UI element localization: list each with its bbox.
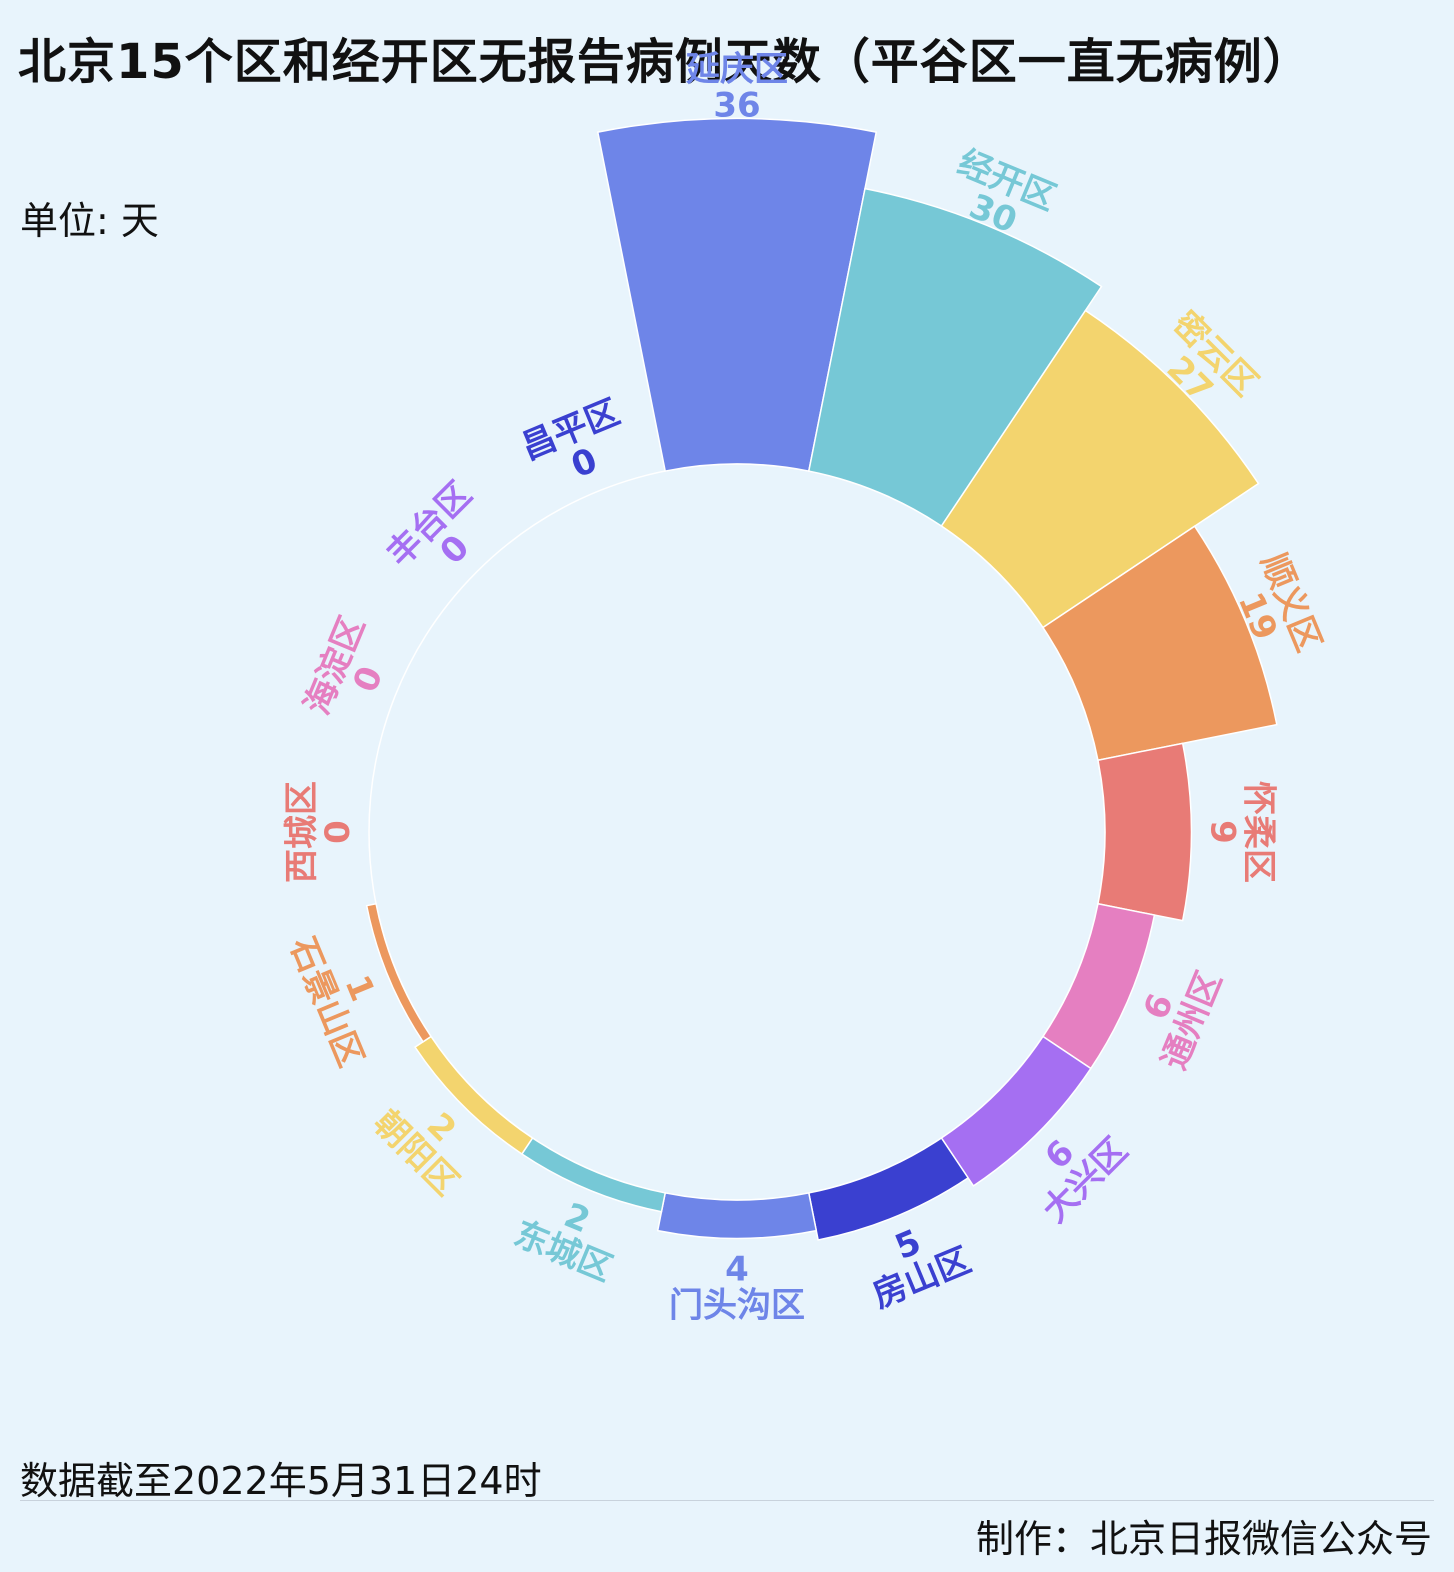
value-label: 0 — [566, 440, 603, 486]
bar-房山区 — [807, 1136, 970, 1241]
value-label: 0 — [318, 820, 358, 844]
credit-text: 制作：北京日报微信公众号 — [975, 1517, 1432, 1561]
bar-顺义区 — [1041, 525, 1278, 762]
data-cutoff-note: 数据截至2022年5月31日24时 — [20, 1459, 542, 1503]
bar-怀柔区 — [1097, 742, 1193, 922]
unit-label: 单位: 天 — [20, 199, 159, 243]
value-label: 5 — [889, 1222, 926, 1268]
bar-石景山区 — [365, 902, 433, 1043]
bar-门头沟区 — [656, 1192, 818, 1240]
bar-通州区 — [1041, 902, 1156, 1070]
chart-title: 北京15个区和经开区无报告病例天数（平谷区一直无病例） — [18, 34, 1312, 90]
value-label: 0 — [345, 661, 391, 698]
category-label: 延庆区 — [686, 49, 788, 89]
value-label: 1 — [336, 970, 382, 1007]
bar-经开区 — [807, 187, 1103, 528]
bar-大兴区 — [940, 1035, 1092, 1187]
bar-朝阳区 — [414, 1035, 534, 1155]
category-label: 怀柔区 — [1238, 781, 1278, 883]
inner-ring — [368, 463, 1106, 1201]
bar-延庆区 — [596, 117, 878, 472]
value-label: 36 — [713, 85, 760, 125]
category-label: 西城区 — [282, 781, 322, 883]
value-label: 4 — [725, 1249, 749, 1289]
category-label: 门头沟区 — [669, 1285, 805, 1325]
polar-bar-chart: 延庆区36经开区30密云区27顺义区19怀柔区9通州区6大兴区6房山区5门头沟区… — [281, 49, 1328, 1325]
value-label: 6 — [1136, 988, 1182, 1025]
value-label: 2 — [558, 1195, 595, 1241]
footer-divider — [20, 1500, 1434, 1501]
bar-密云区 — [940, 309, 1260, 629]
value-label: 9 — [1202, 820, 1242, 844]
bar-东城区 — [520, 1136, 667, 1213]
